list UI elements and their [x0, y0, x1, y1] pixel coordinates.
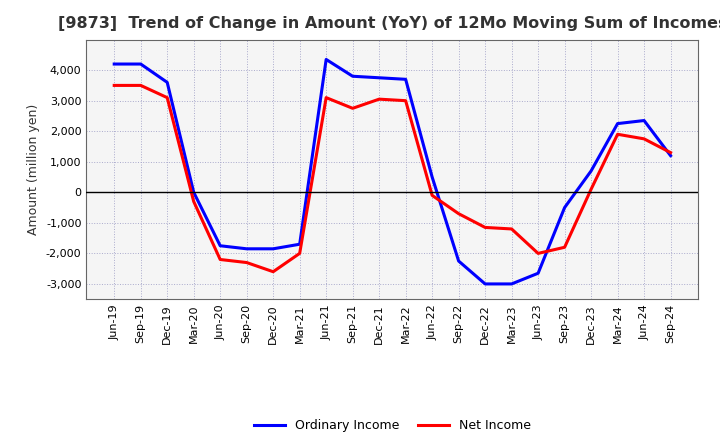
- Net Income: [481, 225, 490, 230]
- Ordinary Income: [454, 258, 463, 264]
- Net Income: [243, 260, 251, 265]
- Ordinary Income: [322, 57, 330, 62]
- Net Income: [375, 96, 384, 102]
- Net Income: [587, 187, 595, 192]
- Ordinary Income: [163, 80, 171, 85]
- Ordinary Income: [348, 73, 357, 79]
- Net Income: [613, 132, 622, 137]
- Net Income: [348, 106, 357, 111]
- Ordinary Income: [587, 168, 595, 173]
- Ordinary Income: [640, 118, 649, 123]
- Net Income: [560, 245, 569, 250]
- Net Income: [110, 83, 119, 88]
- Ordinary Income: [560, 205, 569, 210]
- Ordinary Income: [216, 243, 225, 249]
- Ordinary Income: [666, 153, 675, 158]
- Legend: Ordinary Income, Net Income: Ordinary Income, Net Income: [248, 414, 536, 437]
- Line: Ordinary Income: Ordinary Income: [114, 59, 670, 284]
- Net Income: [666, 150, 675, 155]
- Ordinary Income: [508, 281, 516, 286]
- Line: Net Income: Net Income: [114, 85, 670, 272]
- Ordinary Income: [269, 246, 277, 251]
- Ordinary Income: [481, 281, 490, 286]
- Ordinary Income: [613, 121, 622, 126]
- Ordinary Income: [189, 190, 198, 195]
- Net Income: [295, 251, 304, 256]
- Title: [9873]  Trend of Change in Amount (YoY) of 12Mo Moving Sum of Incomes: [9873] Trend of Change in Amount (YoY) o…: [58, 16, 720, 32]
- Net Income: [322, 95, 330, 100]
- Net Income: [534, 251, 542, 256]
- Ordinary Income: [136, 62, 145, 67]
- Net Income: [216, 257, 225, 262]
- Net Income: [454, 211, 463, 216]
- Ordinary Income: [375, 75, 384, 81]
- Ordinary Income: [401, 77, 410, 82]
- Net Income: [428, 193, 436, 198]
- Net Income: [401, 98, 410, 103]
- Y-axis label: Amount (million yen): Amount (million yen): [27, 104, 40, 235]
- Ordinary Income: [534, 271, 542, 276]
- Net Income: [189, 199, 198, 204]
- Ordinary Income: [243, 246, 251, 251]
- Net Income: [269, 269, 277, 275]
- Net Income: [163, 95, 171, 100]
- Net Income: [640, 136, 649, 142]
- Ordinary Income: [110, 62, 119, 67]
- Ordinary Income: [428, 174, 436, 180]
- Net Income: [136, 83, 145, 88]
- Ordinary Income: [295, 242, 304, 247]
- Net Income: [508, 226, 516, 231]
